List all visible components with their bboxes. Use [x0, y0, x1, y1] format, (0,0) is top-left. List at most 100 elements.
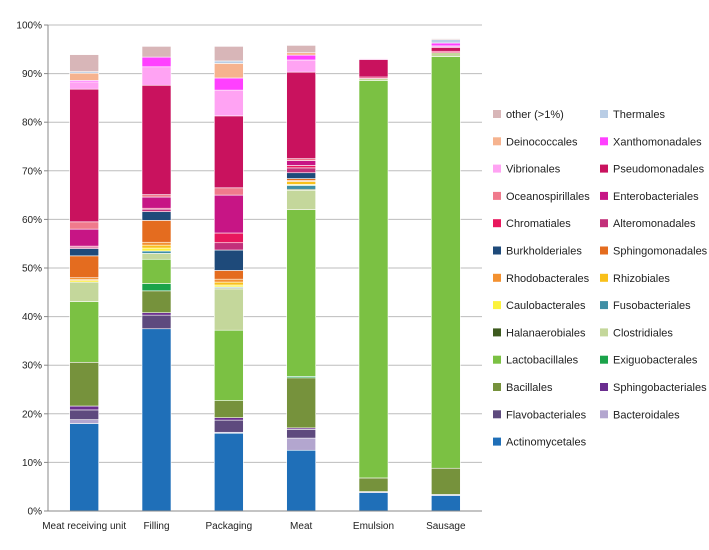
bar-segment — [286, 185, 316, 190]
y-axis: 0% 10% 20% 30% 40% 50% 60% 70% 80% 90% 100% — [16, 21, 49, 518]
bar-segment — [286, 172, 316, 179]
legend-swatch — [600, 383, 608, 391]
legend-label: Fusobacteriales — [613, 300, 691, 312]
bar-segment — [69, 409, 99, 420]
legend-label: Rhodobacterales — [506, 273, 590, 285]
bar-segment — [214, 232, 244, 244]
legend-swatch — [493, 437, 501, 446]
bar-segment — [286, 160, 316, 166]
legend-label: Flavobacteriales — [506, 409, 587, 421]
x-axis: Meat receiving unit Filling Packaging Meat E… — [42, 510, 482, 532]
y-tick-label: 80% — [22, 118, 42, 129]
legend-item: Xanthomonadales — [600, 136, 702, 148]
bar-segment — [141, 258, 172, 284]
bar-segment — [214, 60, 244, 64]
bar-segment — [214, 417, 244, 421]
bar-segment — [69, 423, 99, 512]
legend-label: Halanaerobiales — [506, 327, 586, 339]
legend-label: Deinococcales — [506, 136, 578, 148]
y-tick-label: 0% — [28, 507, 43, 518]
bar-segment — [69, 361, 99, 407]
legend-item: Exiguobacterales — [600, 355, 698, 367]
bar-segment — [69, 81, 99, 90]
legend-item: other (>1%) — [493, 109, 564, 121]
legend-swatch — [600, 137, 608, 146]
bar-segment — [141, 220, 172, 243]
y-tick-label: 60% — [22, 215, 42, 226]
bar-segment — [214, 46, 244, 62]
legend-item: Actinomycetales — [493, 437, 587, 449]
bar-segment — [141, 84, 172, 195]
bar-segment — [431, 52, 461, 57]
bar-stack — [214, 46, 244, 512]
y-tick-label: 90% — [22, 69, 42, 80]
legend-label: Pseudomonadales — [613, 164, 705, 176]
bar-segment — [141, 56, 172, 68]
bar-segment — [358, 80, 389, 479]
bar-segment — [141, 208, 172, 212]
bar-segment — [286, 209, 316, 377]
bar-segment — [214, 194, 244, 234]
bar-segment — [214, 89, 244, 117]
legend-item: Deinococcales — [493, 136, 578, 148]
x-tick-label: Meat receiving unit — [42, 521, 126, 532]
bar-segment — [431, 495, 461, 512]
y-tick-label: 40% — [22, 312, 42, 323]
bar-segment — [141, 314, 172, 330]
bar-segment — [358, 492, 389, 512]
legend-swatch — [493, 410, 501, 419]
legend-swatch — [493, 110, 501, 118]
bar-segment — [141, 211, 172, 221]
bar-segment — [141, 283, 172, 292]
legend-label: Exiguobacterales — [613, 355, 698, 367]
y-tick-label: 50% — [22, 264, 42, 275]
legend-swatch — [600, 355, 608, 364]
legend-swatch — [600, 246, 608, 255]
bar-segment — [214, 249, 244, 271]
bar-segment — [141, 196, 172, 209]
bar-segment — [214, 270, 244, 280]
bar-segment — [286, 429, 316, 439]
bar-segment — [141, 46, 172, 58]
bar-segment — [141, 250, 172, 254]
bar-segment — [286, 59, 316, 73]
bar-segment — [69, 228, 99, 247]
legend-swatch — [493, 383, 501, 391]
bar-segment — [214, 77, 244, 91]
legend-swatch — [493, 301, 501, 310]
legend-item: Pseudomonadales — [600, 164, 705, 176]
y-tick-label: 70% — [22, 166, 42, 177]
bar-stack — [358, 57, 389, 512]
bar-stack — [286, 45, 316, 512]
bar-segment — [141, 247, 172, 252]
legend-item: Flavobacteriales — [493, 409, 587, 421]
bar-segment — [69, 419, 99, 424]
legend-swatch — [493, 273, 501, 282]
bar-segment — [286, 52, 316, 56]
bar-stack — [69, 54, 99, 512]
legend-label: Actinomycetales — [506, 437, 587, 449]
legend-swatch — [493, 355, 501, 364]
bar-segment — [431, 56, 461, 469]
legend-label: Caulobacterales — [506, 300, 586, 312]
legend-label: Lactobacillales — [506, 355, 579, 367]
x-tick-label: Emulsion — [353, 521, 394, 532]
legend-label: Enterobacteriales — [613, 191, 699, 203]
legend-item: Rhodobacterales — [493, 273, 590, 285]
bar-segment — [358, 59, 389, 78]
gridlines — [48, 24, 482, 512]
bar-segment — [141, 244, 172, 249]
legend-item: Caulobacterales — [493, 300, 586, 312]
legend-swatch — [600, 164, 608, 173]
legend-label: other (>1%) — [506, 109, 564, 121]
bar-segment — [214, 115, 244, 189]
y-tick-label: 30% — [22, 361, 42, 372]
bar-segment — [141, 290, 172, 314]
legend-label: Vibrionales — [506, 164, 561, 176]
y-tick-label: 20% — [22, 409, 42, 420]
bar-segment — [69, 221, 99, 230]
legend-item: Fusobacteriales — [600, 300, 691, 312]
legend-item: Burkholderiales — [493, 246, 582, 258]
bar-segment — [214, 419, 244, 433]
